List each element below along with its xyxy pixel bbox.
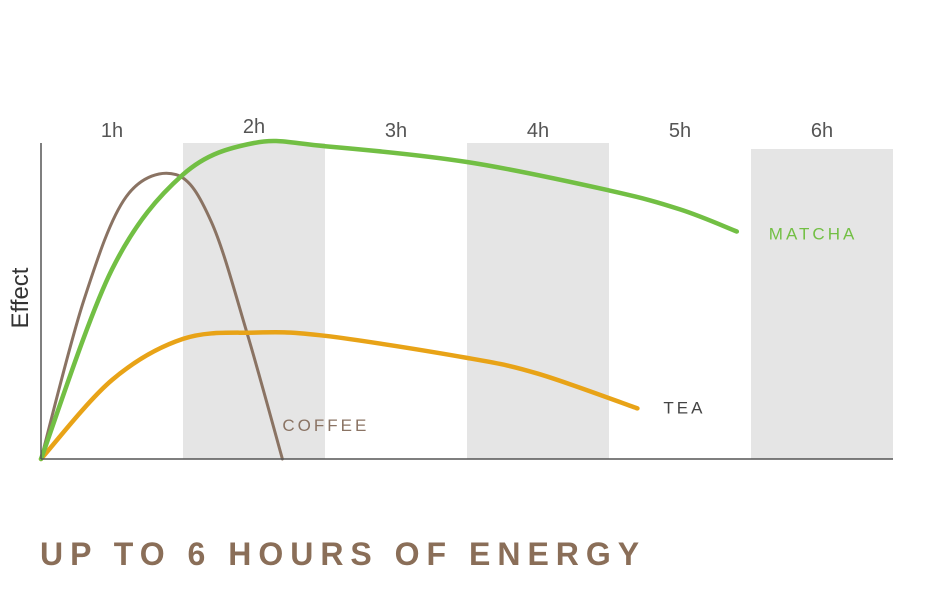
series-lines [38, 138, 740, 462]
series-label-matcha: MATCHA [769, 224, 858, 243]
series-label-coffee: COFFEE [282, 416, 369, 435]
tick-label-3h: 3h [385, 120, 407, 142]
tick-label-1h: 1h [101, 120, 123, 142]
hour-bands [183, 143, 893, 459]
headline: UP TO 6 HOURS OF ENERGY [40, 536, 647, 572]
hour-band-6h [751, 149, 893, 459]
tick-label-2h: 2h [243, 116, 265, 138]
series-line-matcha [38, 138, 740, 462]
hour-band-2h [183, 143, 325, 459]
series-labels: COFFEE TEA MATCHA [282, 224, 858, 435]
tick-label-6h: 6h [811, 120, 833, 142]
tick-label-4h: 4h [527, 120, 549, 142]
hour-tick-labels: 1h 2h 3h 4h 5h 6h [101, 116, 833, 142]
series-line-coffee [39, 171, 284, 461]
tick-label-5h: 5h [669, 120, 691, 142]
hour-band-4h [467, 143, 609, 459]
series-label-tea: TEA [663, 398, 705, 417]
series-line-tea [38, 330, 640, 462]
y-axis-label: Effect [7, 267, 34, 328]
